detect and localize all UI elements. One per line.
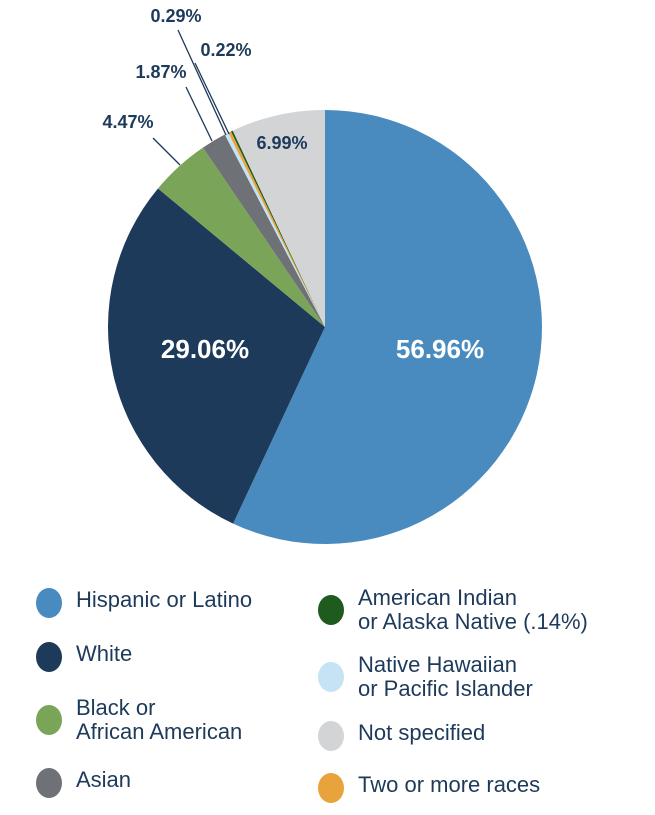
pie-slice-white — [107, 188, 325, 524]
slice-label-black-or-african-american: 4.47% — [102, 112, 153, 132]
slice-label-asian: 1.87% — [135, 62, 186, 82]
legend-item-american-indian: American Indian or Alaska Native (.14%) — [318, 586, 588, 634]
leader-line-black-or-african-american — [152, 137, 181, 166]
slice-label-two-or-more-races: 0.22% — [200, 40, 251, 60]
pie-slice-two-or-more-races — [228, 131, 325, 327]
legend-item-white: White — [36, 642, 132, 672]
legend-label-not-specified: Not specified — [358, 720, 486, 745]
legend-item-native-hawaiian: Native Hawaiian or Pacific Islander — [318, 653, 533, 701]
slice-label-white: 29.06% — [161, 334, 249, 364]
pie-slice-not-specified — [232, 110, 325, 327]
pie-slice-native-hawaiian-or-pacific-islander — [224, 132, 325, 327]
legend-label-asian: Asian — [76, 767, 132, 792]
legend-swatch-two-or-more — [318, 773, 344, 803]
legend-item-two-or-more: Two or more races — [318, 773, 540, 803]
legend-label-hispanic: Hispanic or Latino — [76, 587, 253, 612]
legend-label-white: White — [76, 641, 133, 666]
legend: Hispanic or Latino White Black or Africa… — [0, 580, 655, 815]
legend-label-native-hawaiian: Native Hawaiian or Pacific Islander — [358, 652, 533, 701]
pie-chart: 56.96% 29.06% 4.47% 1.87% 0.29% 0.22% 6.99% — [102, 6, 542, 544]
legend-item-asian: Asian — [36, 768, 131, 798]
legend-swatch-not-specified — [318, 721, 344, 751]
leader-line-two-or-more-races — [194, 62, 230, 135]
legend-item-not-specified: Not specified — [318, 721, 485, 751]
legend-item-hispanic: Hispanic or Latino — [36, 588, 252, 618]
pie-slice-asian — [202, 134, 325, 327]
legend-swatch-hispanic — [36, 588, 62, 618]
slice-label-hispanic-or-latino: 56.96% — [396, 334, 484, 364]
legend-swatch-native-hawaiian — [318, 662, 344, 692]
legend-swatch-white — [36, 642, 62, 672]
slice-label-not-specified: 6.99% — [256, 133, 307, 153]
legend-swatch-asian — [36, 768, 62, 798]
slice-label-native-hawaiian-or-pacific-islander: 0.29% — [150, 6, 201, 26]
legend-swatch-american-indian — [318, 595, 344, 625]
pie-slice-black-or-african-american — [157, 147, 325, 327]
pie-slice-american-indian-or-alaska-native — [231, 130, 325, 327]
leader-line-asian — [185, 86, 213, 142]
legend-swatch-black — [36, 705, 62, 735]
legend-label-american-indian: American Indian or Alaska Native (.14%) — [358, 585, 588, 634]
legend-label-black: Black or African American — [76, 695, 243, 744]
pie-slice-hispanic-or-latino — [233, 110, 542, 544]
leader-line-native-hawaiian-or-pacific-islander — [177, 29, 227, 136]
legend-item-black: Black or African American — [36, 696, 242, 744]
legend-label-two-or-more: Two or more races — [358, 772, 541, 797]
